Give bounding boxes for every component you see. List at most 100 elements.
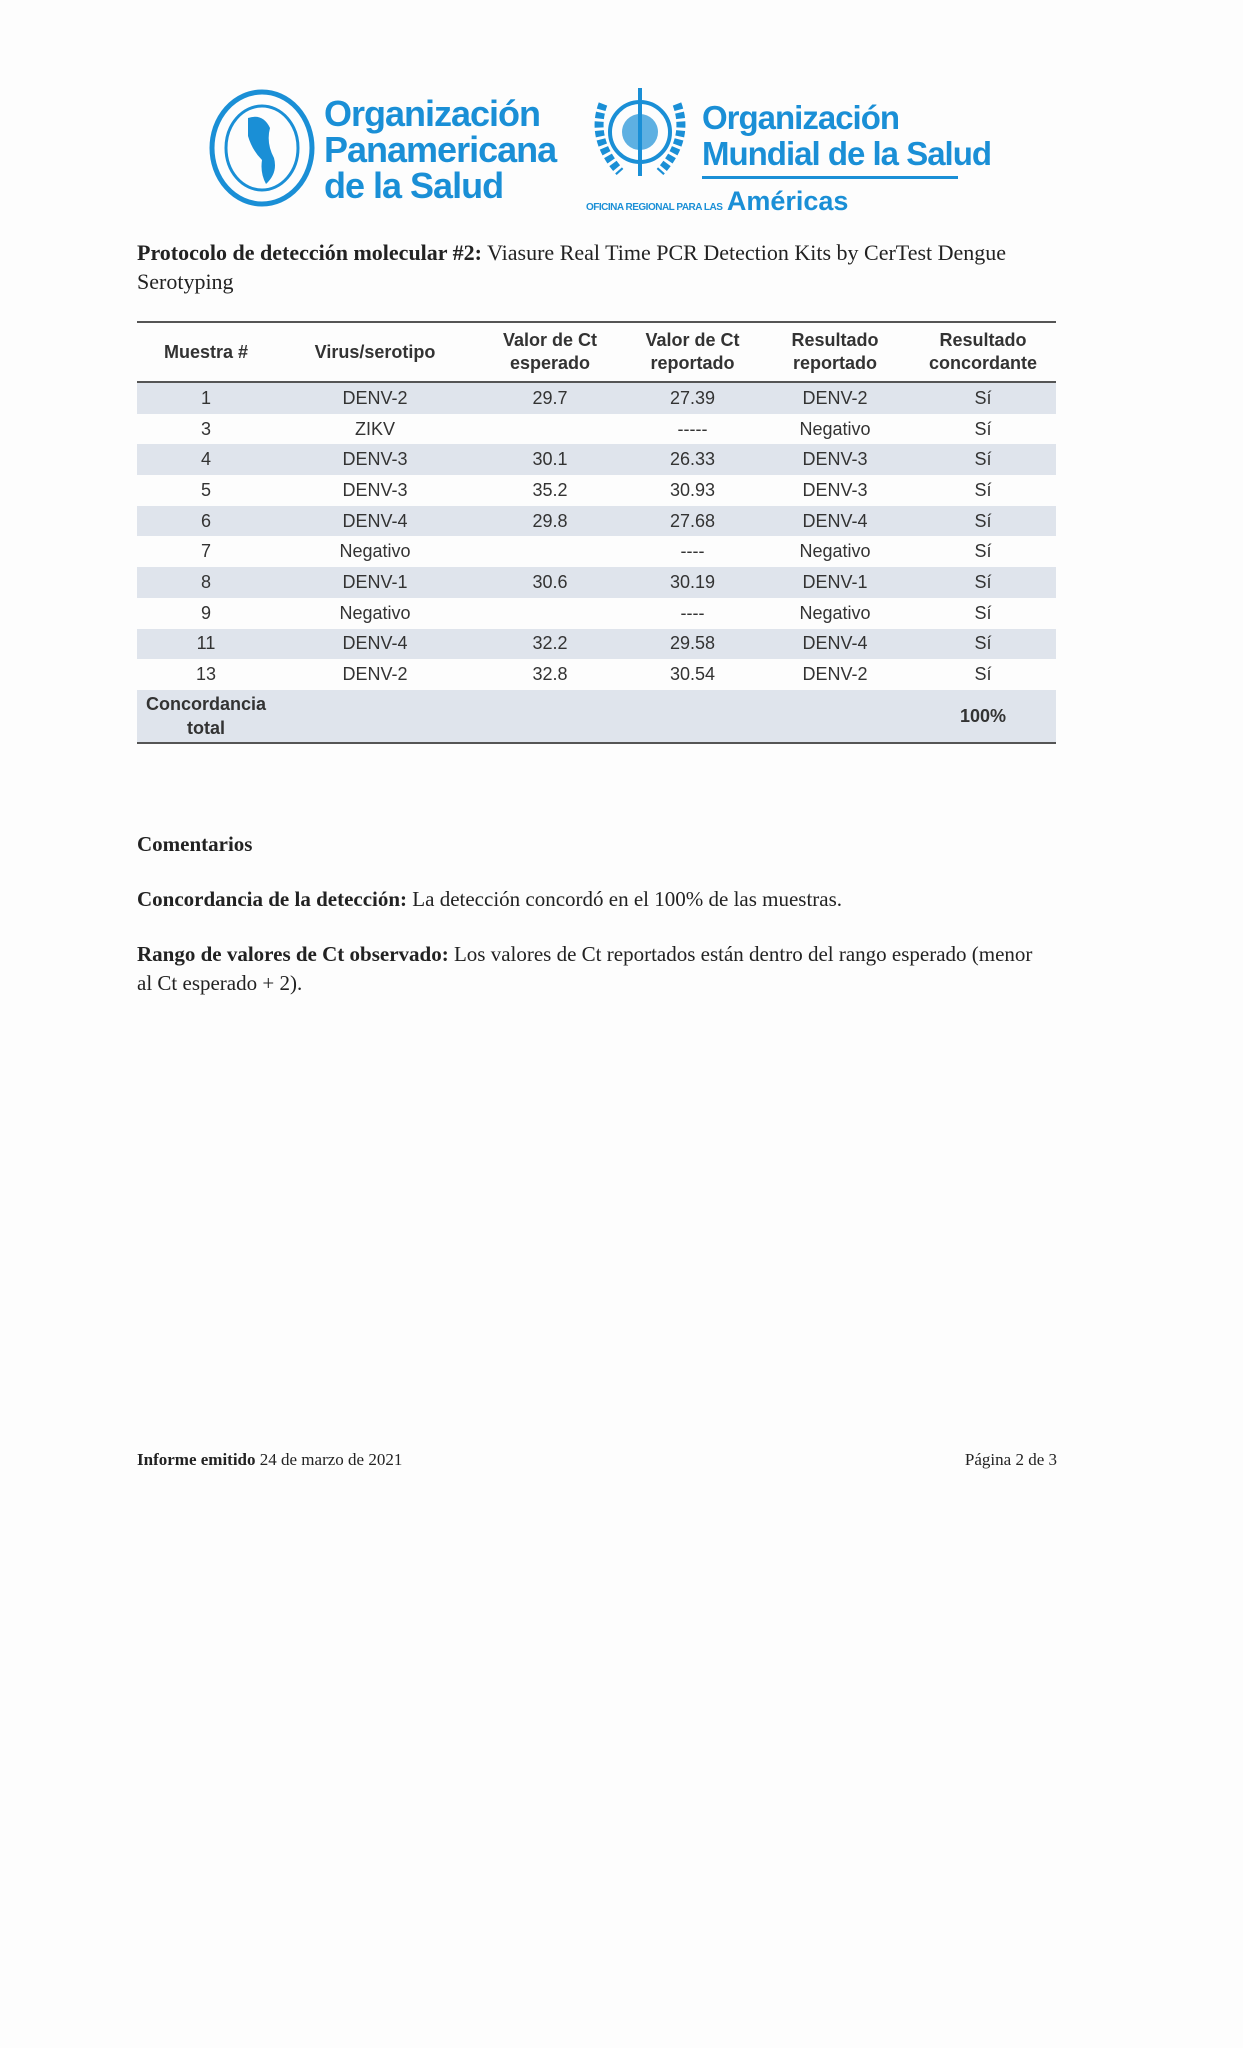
result-reported-cell: Negativo — [799, 418, 871, 439]
sample-number-cell: 4 — [137, 444, 275, 476]
table-row: 4 DENV-3 30.1 26.33 DENV-3 Sí — [137, 444, 1056, 476]
page-number: Página 2 de 3 — [964, 1450, 1057, 1469]
ct-reported-cell: ---- — [680, 602, 705, 623]
comment-concordance: Concordancia de la detección: La detecci… — [137, 885, 1067, 914]
result-concordant-cell: Sí — [910, 505, 1056, 537]
footer-issued: Informe emitido 24 de marzo de 2021 — [137, 1450, 402, 1470]
ct-expected-cell — [475, 536, 625, 567]
ct-reported-cell: 27.68 — [625, 505, 760, 537]
sample-number-cell: 3 — [200, 418, 211, 439]
ct-expected-cell: 29.8 — [475, 505, 625, 537]
sample-number-cell: 11 — [137, 628, 275, 660]
virus-serotype-cell: DENV-2 — [275, 382, 475, 414]
protocol-title: Protocolo de detección molecular #2: Via… — [137, 238, 1067, 296]
paho-line-1: Organización — [324, 93, 541, 134]
total-row: Concordancia total 100% — [137, 689, 1056, 744]
ct-expected-cell — [475, 414, 625, 445]
virus-serotype-cell: DENV-4 — [275, 628, 475, 660]
ct-expected-cell: 32.8 — [532, 664, 568, 685]
total-value: 100% — [910, 689, 1056, 744]
column-header: Valor de Ct esperado — [475, 321, 625, 383]
comments-heading: Comentarios — [137, 832, 253, 856]
ct-reported-cell: 30.54 — [669, 664, 716, 685]
result-concordant-cell: Sí — [974, 479, 992, 500]
protocol-title-text: Viasure Real Time PCR Detection Kits by … — [137, 240, 1007, 294]
sample-number-cell: 9 — [200, 602, 211, 623]
ct-reported-cell: 30.19 — [625, 567, 760, 598]
result-concordant-cell: Sí — [910, 567, 1056, 598]
who-emblem-icon — [594, 88, 686, 176]
comment-label: Concordancia de la detección: — [137, 887, 408, 911]
paho-line-2: Panamericana — [324, 129, 557, 170]
column-header: Virus/serotipo — [275, 321, 475, 383]
virus-serotype-cell: ZIKV — [354, 418, 395, 439]
result-reported-cell: DENV-3 — [760, 444, 910, 476]
table-row: 1 DENV-2 29.7 27.39 DENV-2 Sí — [137, 382, 1056, 414]
virus-serotype-cell: DENV-2 — [342, 664, 408, 685]
issued-date: 24 de marzo de 2021 — [255, 1450, 403, 1469]
ct-reported-cell: 29.58 — [625, 628, 760, 660]
table-row: 13 DENV-2 32.8 30.54 DENV-2 Sí — [137, 659, 1056, 690]
result-reported-cell: DENV-2 — [760, 382, 910, 414]
table-row: 9 Negativo ---- Negativo Sí — [137, 598, 1056, 629]
result-concordant-cell: Sí — [974, 602, 992, 623]
table-row: 6 DENV-4 29.8 27.68 DENV-4 Sí — [137, 505, 1056, 537]
column-header: Resultado reportado — [760, 321, 910, 383]
ct-expected-cell: 29.7 — [475, 382, 625, 414]
result-concordant-cell: Sí — [974, 418, 992, 439]
ct-reported-cell: ---- — [680, 541, 705, 562]
results-table: Muestra # Virus/serotipo Valor de Ct esper… — [137, 321, 1056, 744]
paho-line-3: de la Salud — [324, 165, 504, 206]
who-line-2: Mundial de la Salud — [702, 135, 992, 172]
table-row: 7 Negativo ---- Negativo Sí — [137, 536, 1056, 567]
virus-serotype-cell: Negativo — [339, 602, 411, 623]
ct-reported-cell: 30.93 — [669, 479, 716, 500]
who-divider — [702, 176, 958, 179]
table-row: 11 DENV-4 32.2 29.58 DENV-4 Sí — [137, 628, 1056, 660]
result-reported-cell: DENV-2 — [802, 664, 868, 685]
virus-serotype-cell: Negativo — [339, 541, 411, 562]
sample-number-cell: 13 — [195, 664, 217, 685]
protocol-title-label: Protocolo de detección molecular #2: — [137, 240, 482, 265]
result-concordant-cell: Sí — [974, 541, 992, 562]
column-header: Valor de Ct reportado — [625, 321, 760, 383]
result-reported-cell: Negativo — [799, 602, 871, 623]
comment-label: Rango de valores de Ct observado: — [137, 942, 449, 966]
sample-number-cell: 7 — [200, 541, 211, 562]
ct-expected-cell: 32.2 — [475, 628, 625, 660]
virus-serotype-cell: DENV-3 — [275, 444, 475, 476]
ct-expected-cell: 35.2 — [532, 479, 568, 500]
result-reported-cell: DENV-4 — [760, 628, 910, 660]
sample-number-cell: 1 — [137, 382, 275, 414]
ct-reported-cell: 27.39 — [625, 382, 760, 414]
table-row: 5 DENV-3 35.2 30.93 DENV-3 Sí — [137, 475, 1056, 506]
virus-serotype-cell: DENV-1 — [275, 567, 475, 598]
result-reported-cell: DENV-1 — [760, 567, 910, 598]
who-office-big: Américas — [726, 186, 849, 216]
column-header: Muestra # — [137, 321, 275, 383]
virus-serotype-cell: DENV-3 — [342, 479, 408, 500]
who-line-1: Organización — [702, 99, 900, 136]
paho-emblem-icon — [209, 89, 315, 207]
comment-ct-range: Rango de valores de Ct observado: Los va… — [137, 940, 1047, 998]
who-office-small: OFICINA REGIONAL PARA LAS — [586, 202, 723, 213]
issued-label: Informe emitido — [137, 1450, 256, 1469]
sample-number-cell: 8 — [137, 567, 275, 598]
sample-number-cell: 6 — [137, 505, 275, 537]
total-label: Concordancia total — [137, 689, 275, 744]
result-concordant-cell: Sí — [910, 444, 1056, 476]
result-reported-cell: DENV-3 — [802, 479, 868, 500]
total-spacer — [275, 689, 910, 744]
result-reported-cell: DENV-4 — [760, 505, 910, 537]
result-concordant-cell: Sí — [974, 664, 992, 685]
table-header-row: Muestra # Virus/serotipo Valor de Ct esper… — [137, 321, 1056, 383]
comment-text: La detección concordó en el 100% de las … — [407, 887, 843, 911]
sample-number-cell: 5 — [200, 479, 211, 500]
table-row: 3 ZIKV ----- Negativo Sí — [137, 414, 1056, 445]
result-concordant-cell: Sí — [910, 628, 1056, 660]
result-concordant-cell: Sí — [910, 382, 1056, 414]
result-reported-cell: Negativo — [799, 541, 871, 562]
ct-expected-cell: 30.6 — [475, 567, 625, 598]
virus-serotype-cell: DENV-4 — [275, 505, 475, 537]
column-header: Resultado concordante — [910, 321, 1056, 383]
